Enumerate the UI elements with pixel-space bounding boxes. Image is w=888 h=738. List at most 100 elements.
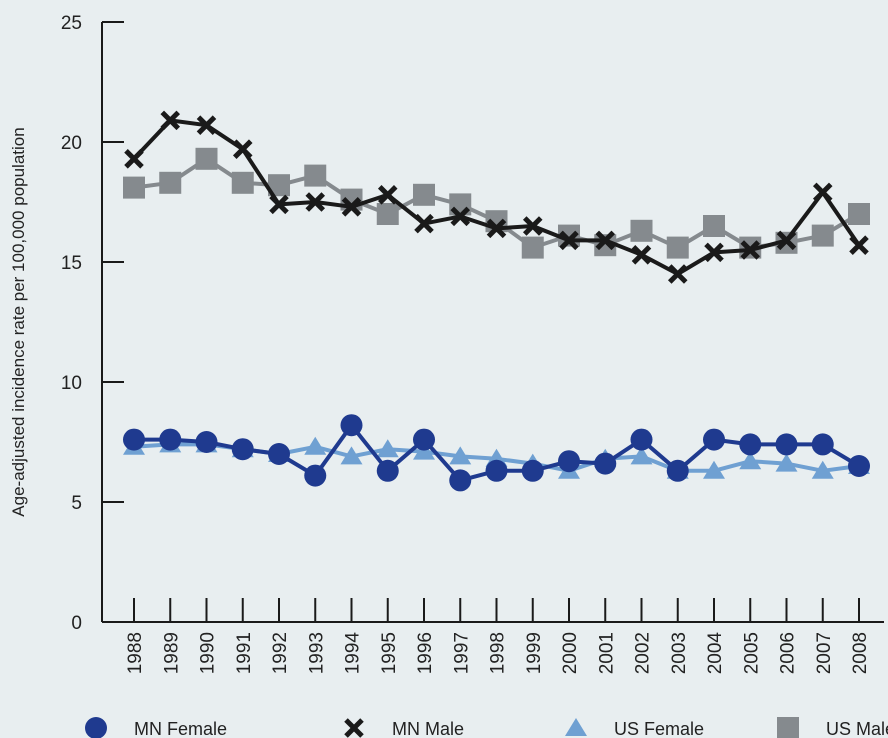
data-point-circle — [739, 433, 762, 456]
legend-label: MN Female — [134, 719, 227, 738]
x-tick-label: 1991 — [234, 632, 255, 674]
data-point-x — [486, 218, 507, 239]
x-tick-label: 1992 — [270, 632, 291, 674]
data-point-circle — [376, 459, 399, 482]
x-tick-label: 2001 — [596, 632, 617, 674]
data-point-square — [848, 203, 870, 225]
y-tick-label: 25 — [61, 13, 82, 34]
data-point-x — [740, 240, 761, 260]
x-tick-label: 2005 — [741, 632, 762, 674]
series-mn-male — [124, 110, 869, 284]
data-point-square — [521, 236, 544, 259]
data-point-circle — [195, 431, 218, 453]
y-tick-label: 5 — [71, 493, 82, 514]
data-point-triangle — [703, 460, 725, 479]
data-point-x — [196, 115, 217, 135]
data-point-triangle — [739, 451, 762, 470]
x-tick-label: 1988 — [125, 632, 146, 674]
data-point-x — [341, 197, 362, 217]
x-tick-label: 1998 — [488, 632, 509, 674]
data-point-triangle — [340, 446, 363, 465]
legend-item-us-male: US Male — [777, 717, 888, 738]
x-tick-label: 1993 — [306, 632, 327, 674]
data-point-x — [450, 206, 471, 227]
data-point-square — [304, 164, 327, 187]
data-point-triangle — [376, 439, 399, 458]
data-point-x — [344, 718, 364, 738]
data-point-x — [667, 264, 688, 284]
data-point-circle — [304, 464, 327, 487]
data-point-circle — [340, 414, 363, 437]
y-axis-label: Age-adjusted incidence rate per 100,000 … — [9, 127, 28, 516]
data-point-square — [666, 236, 689, 259]
x-tick-label: 1994 — [343, 632, 364, 675]
x-tick-label: 1997 — [451, 632, 472, 674]
x-tick-label: 1999 — [524, 632, 545, 674]
x-tick-label: 2002 — [633, 632, 654, 674]
data-point-square — [376, 203, 399, 225]
x-tick-label: 2003 — [669, 632, 690, 674]
x-tick-label: 1995 — [379, 632, 400, 674]
data-point-circle — [630, 428, 653, 451]
data-point-x — [776, 230, 797, 251]
data-point-x — [631, 245, 652, 265]
x-tick-label: 1990 — [198, 632, 219, 674]
data-point-circle — [521, 459, 544, 482]
x-tick-label: 2007 — [814, 632, 835, 674]
x-tick-label: 1989 — [161, 632, 182, 674]
data-point-circle — [485, 459, 508, 482]
data-point-circle — [449, 469, 472, 492]
data-point-x — [559, 230, 579, 251]
data-point-x — [522, 216, 543, 236]
data-point-x — [269, 194, 289, 215]
legend-item-mn-female: MN Female — [85, 717, 227, 738]
data-point-x — [377, 185, 398, 205]
data-point-square — [703, 215, 725, 237]
data-point-x — [414, 213, 434, 234]
data-point-circle — [123, 428, 145, 451]
data-point-square — [195, 147, 218, 170]
x-tick-label: 2006 — [778, 632, 799, 674]
data-point-x — [704, 242, 724, 263]
axes: 0 5 10 15 20 25 1988 1989 1990 1991 1992 1993 1994 19… — [61, 13, 884, 674]
data-point-circle — [413, 428, 435, 451]
data-point-triangle — [449, 446, 472, 465]
data-point-triangle — [565, 718, 587, 736]
legend-item-mn-male: MN Male — [344, 718, 464, 738]
data-point-x — [232, 139, 253, 159]
plot-area — [123, 110, 870, 492]
data-point-circle — [231, 438, 254, 461]
y-tick-label: 0 — [71, 613, 82, 634]
data-point-triangle — [775, 453, 798, 472]
data-point-circle — [703, 428, 725, 451]
y-tick-label: 10 — [61, 373, 82, 394]
legend-label: MN Male — [392, 719, 464, 738]
data-point-square — [123, 176, 145, 199]
y-tick-label: 20 — [61, 133, 82, 154]
data-point-circle — [558, 450, 580, 473]
data-point-circle — [594, 452, 617, 475]
data-point-square — [159, 171, 182, 194]
series-mn-female — [123, 414, 870, 492]
data-point-x — [124, 149, 144, 169]
data-point-x — [160, 110, 181, 131]
y-tick-label: 15 — [61, 253, 82, 274]
data-point-circle — [848, 455, 870, 477]
data-point-circle — [159, 428, 182, 451]
data-point-circle — [775, 433, 798, 456]
data-point-square — [777, 717, 799, 738]
data-point-square — [413, 183, 435, 206]
data-point-x — [305, 192, 326, 212]
data-point-x — [595, 230, 616, 251]
data-point-triangle — [630, 446, 653, 465]
data-point-x — [849, 235, 869, 255]
data-point-square — [231, 171, 254, 194]
legend-label: US Female — [614, 719, 704, 738]
data-point-square — [268, 174, 290, 197]
data-point-circle — [811, 433, 834, 456]
data-point-square — [630, 219, 653, 242]
x-tick-label: 1996 — [415, 632, 436, 674]
data-point-triangle — [304, 436, 327, 455]
x-tick-label: 2000 — [560, 632, 581, 674]
data-point-triangle — [811, 460, 834, 479]
